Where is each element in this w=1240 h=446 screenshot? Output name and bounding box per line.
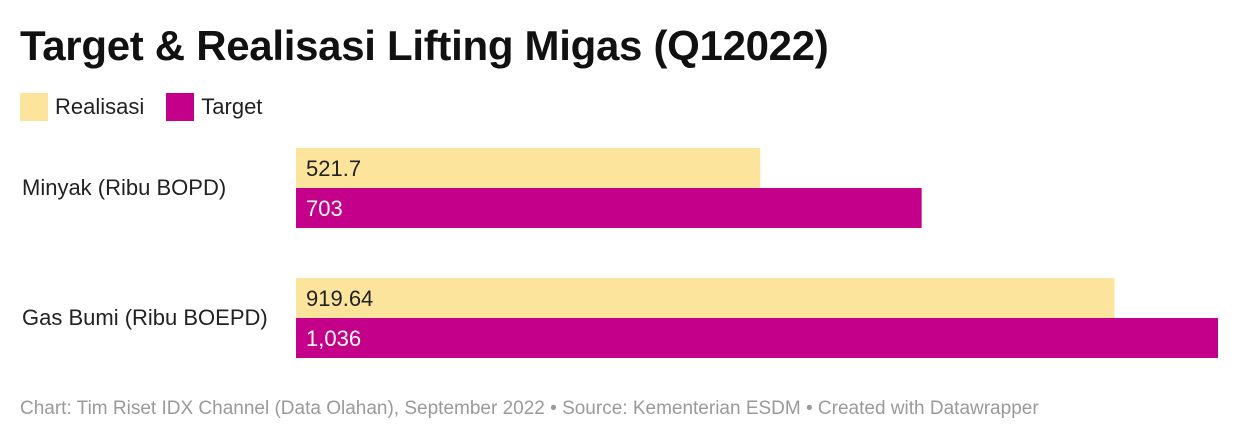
- legend-label-target: Target: [201, 94, 263, 119]
- legend: Realisasi Target: [20, 92, 284, 122]
- bar-realisasi-gas-bumi-ribu-boepd: [296, 278, 1115, 318]
- legend-swatch-realisasi: [20, 93, 48, 121]
- data-label-target-minyak-ribu-bopd: 703: [306, 196, 343, 221]
- category-label-gas-bumi-ribu-boepd: Gas Bumi (Ribu BOEPD): [22, 305, 268, 330]
- data-label-target-gas-bumi-ribu-boepd: 1,036: [306, 326, 361, 351]
- bar-realisasi-minyak-ribu-bopd: [296, 148, 761, 188]
- legend-item-target: Target: [166, 93, 262, 121]
- chart-footer: Chart: Tim Riset IDX Channel (Data Olaha…: [20, 398, 1039, 419]
- legend-label-realisasi: Realisasi: [55, 94, 145, 119]
- bar-target-minyak-ribu-bopd: [296, 188, 922, 228]
- category-label-minyak-ribu-bopd: Minyak (Ribu BOPD): [22, 175, 226, 200]
- data-label-realisasi-minyak-ribu-bopd: 521.7: [306, 156, 361, 181]
- bar-target-gas-bumi-ribu-boepd: [296, 318, 1218, 358]
- legend-swatch-target: [166, 93, 195, 121]
- legend-item-realisasi: Realisasi: [20, 93, 144, 121]
- data-label-realisasi-gas-bumi-ribu-boepd: 919.64: [306, 286, 373, 311]
- chart-title: Target & Realisasi Lifting Migas (Q12022…: [20, 22, 829, 69]
